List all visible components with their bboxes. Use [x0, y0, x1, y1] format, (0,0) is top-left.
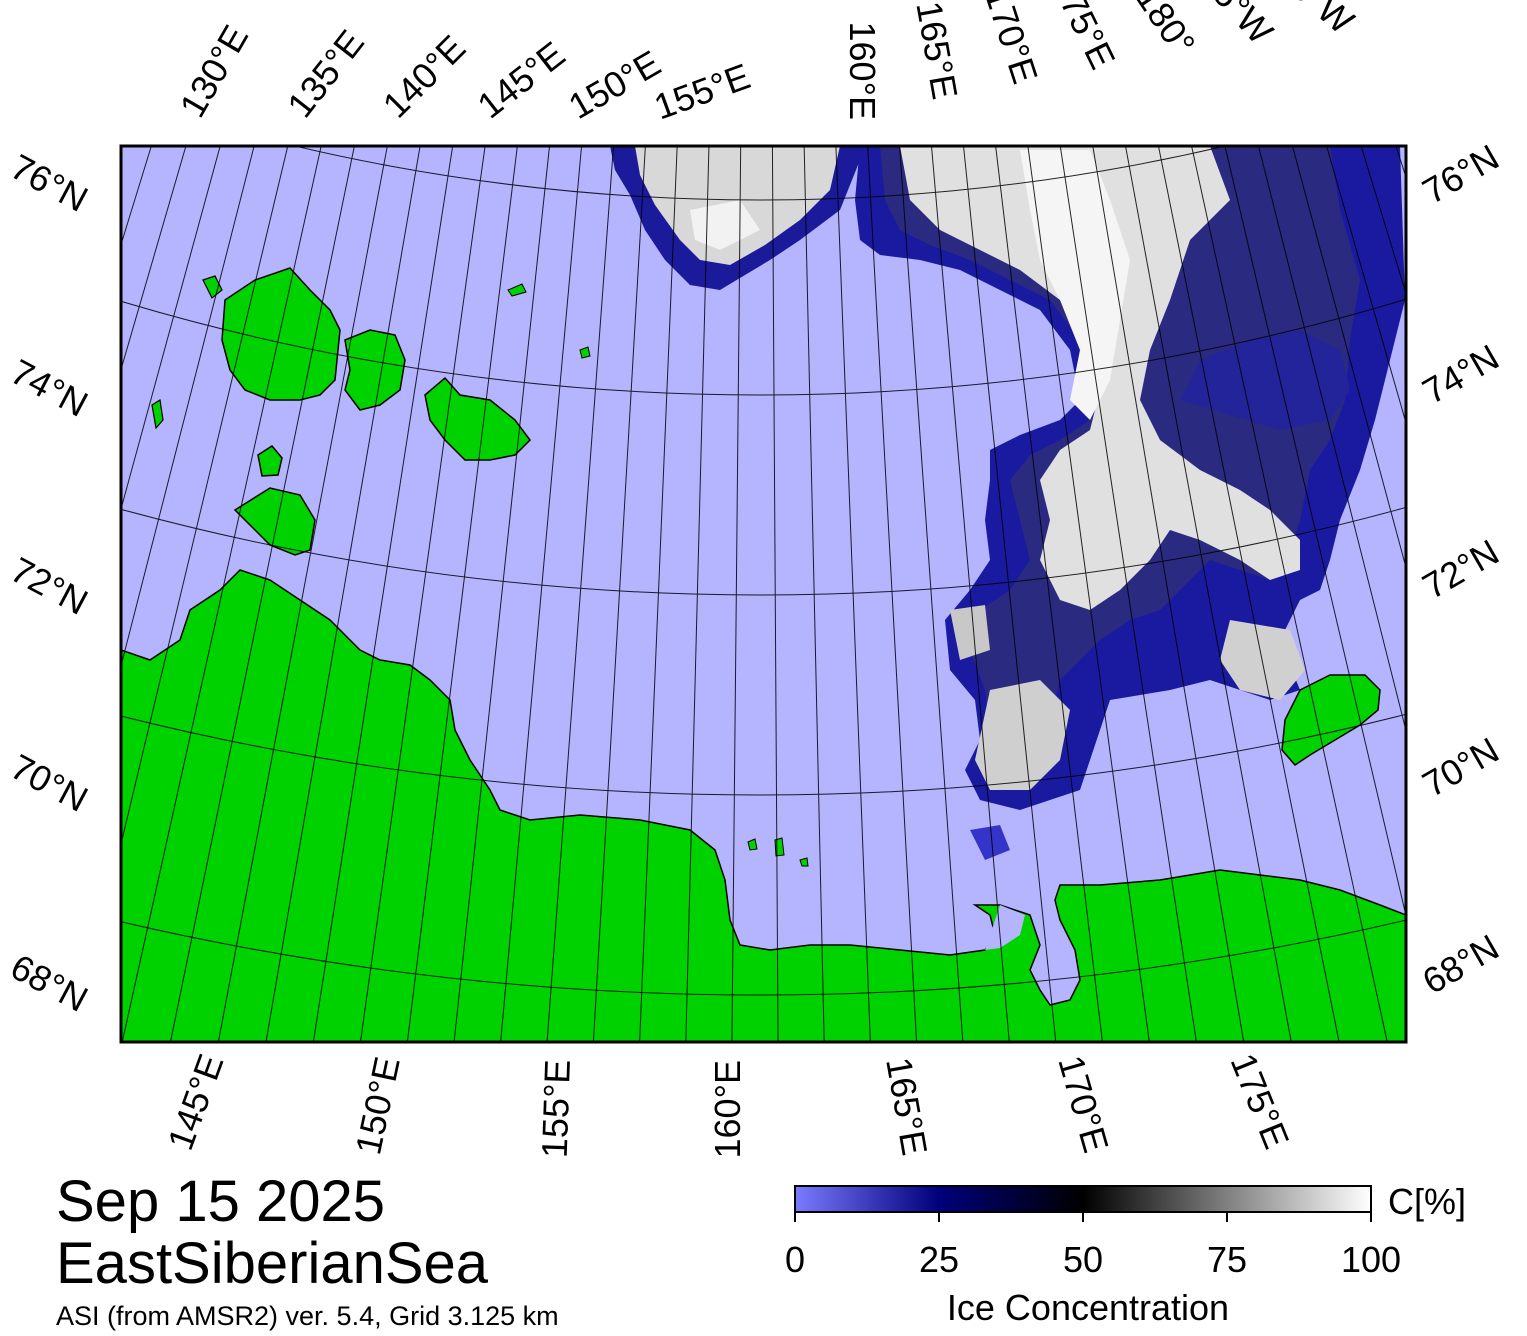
latitude-label: 74°N: [4, 351, 94, 425]
meridian-line: [1500, 0, 1527, 996]
meridian-line: [771, 146, 779, 1042]
latitude-label: 68°N: [4, 946, 94, 1020]
region-name: EastSiberianSea: [56, 1231, 489, 1296]
meridian-line: [121, 146, 289, 847]
meridian-line: [1258, 146, 1406, 733]
longitude-label: 170°E: [977, 0, 1046, 88]
map-frame: [119, 144, 1408, 1044]
meridian-line: [803, 146, 825, 1042]
meridian-line: [1092, 146, 1245, 1042]
longitude-label: 150°E: [347, 1053, 408, 1158]
colorbar-ticks: 0 25 50 75 100: [785, 1212, 1401, 1280]
longitude-label: 170°E: [1050, 1051, 1117, 1157]
longitude-label: 155°E: [534, 1059, 578, 1159]
longitude-label: 160°E: [842, 22, 883, 120]
meridian-line: [121, 146, 255, 668]
meridian-line: [835, 146, 871, 1042]
data-source-caption: ASI (from AMSR2) ver. 5.4, Grid 3.125 km: [56, 1301, 559, 1331]
meridian-line: [685, 146, 710, 1042]
meridian-line: [731, 146, 742, 1042]
meridian-line: [546, 146, 615, 1042]
latitude-label: 72°N: [4, 549, 94, 623]
colorbar-tick-label: 0: [785, 1239, 805, 1280]
right-latitude-labels: 76°N 74°N 72°N 70°N 68°N: [1416, 136, 1506, 1002]
colorbar: 0 25 50 75 100 C[%] Ice Concentration: [785, 1181, 1466, 1328]
meridian-line: [1125, 146, 1292, 1042]
meridian-line: [639, 146, 678, 1042]
longitude-label: 145°E: [159, 1049, 231, 1156]
meridian-line: [121, 146, 322, 1042]
longitude-label: 175°E: [1223, 1048, 1298, 1155]
latitude-label: 76°N: [4, 146, 94, 220]
meridian-line: [962, 146, 1057, 1042]
colorbar-tick-label: 75: [1207, 1239, 1247, 1280]
latitude-label: 70°N: [4, 746, 94, 820]
left-latitude-labels: 76°N 74°N 72°N 70°N 68°N: [4, 146, 94, 1020]
colorbar-title: Ice Concentration: [947, 1287, 1229, 1328]
meridian-line: [217, 146, 388, 1042]
sea-ice-east: [855, 146, 1405, 860]
meridian-line: [169, 146, 355, 1042]
latitude-label: 68°N: [1416, 926, 1506, 1002]
meridian-line: [1224, 146, 1406, 918]
meridian-line: [899, 146, 964, 1042]
meridian-line: [867, 146, 918, 1042]
map-date: Sep 15 2025: [56, 1169, 385, 1234]
longitude-label: 140°E: [375, 27, 474, 126]
longitude-label: 165°E: [878, 1054, 935, 1158]
land: [121, 267, 1406, 1042]
meridian-line: [0, 0, 14, 991]
meridian-line: [453, 146, 551, 1042]
meridian-line: [1291, 146, 1406, 570]
graticule: [0, 0, 1527, 1042]
colorbar-unit-label: C[%]: [1388, 1181, 1466, 1222]
longitude-label: 155°E: [649, 55, 756, 127]
colorbar-tick-label: 25: [919, 1239, 959, 1280]
longitude-label: 130°E: [171, 18, 256, 124]
longitude-label: 145°E: [470, 33, 573, 126]
longitude-label: 165°E: [908, 0, 965, 102]
longitude-label: 160°E: [707, 1060, 748, 1158]
longitude-label: 135°E: [279, 22, 372, 125]
meridian-line: [359, 146, 486, 1042]
colorbar-gradient: [794, 1185, 1372, 1213]
meridian-line: [995, 146, 1103, 1042]
meridian-line: [930, 146, 1010, 1042]
bottom-longitude-labels: 145°E 150°E 155°E 160°E 165°E 170°E 175°E: [159, 1048, 1297, 1159]
meridian-line: [1027, 146, 1150, 1042]
latitude-label: 72°N: [1416, 531, 1506, 607]
meridian-line: [312, 146, 454, 1042]
meridian-line: [1191, 146, 1388, 1042]
meridian-line: [592, 146, 646, 1042]
longitude-label: 180°: [1128, 0, 1204, 63]
longitude-label: 150°E: [562, 42, 668, 127]
meridian-line: [265, 146, 421, 1042]
latitude-label: 74°N: [1416, 336, 1506, 412]
colorbar-tick-label: 50: [1063, 1239, 1103, 1280]
longitude-label: 175°E: [1044, 0, 1124, 75]
latitude-label: 70°N: [1416, 729, 1506, 805]
meridian-line: [1059, 146, 1197, 1042]
meridian-line: [406, 146, 518, 1042]
latitude-label: 76°N: [1416, 136, 1506, 212]
colorbar-tick-label: 100: [1341, 1239, 1401, 1280]
